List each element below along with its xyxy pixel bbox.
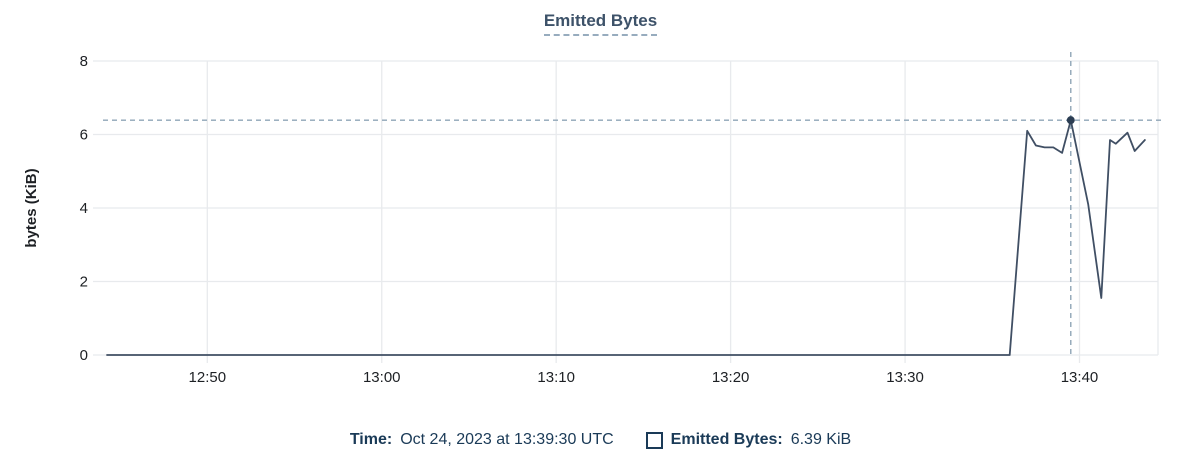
marker-dot[interactable] xyxy=(1066,116,1075,125)
y-tick-label: 2 xyxy=(80,274,88,291)
y-tick-label: 0 xyxy=(80,347,88,364)
y-tick-label: 4 xyxy=(80,200,88,217)
x-tick-label: 13:10 xyxy=(537,369,575,386)
x-tick-label: 13:40 xyxy=(1061,369,1099,386)
time-value: Oct 24, 2023 at 13:39:30 UTC xyxy=(400,431,614,448)
legend-label: Emitted Bytes: xyxy=(670,431,783,448)
y-tick-label: 8 xyxy=(80,53,88,70)
time-label: Time: xyxy=(349,431,393,448)
line-chart[interactable]: 0 2 4 6 8 12:50 13:00 13:10 13:20 13:30 13:40 bytes… xyxy=(0,0,1201,415)
legend-value: 6.39 KiB xyxy=(790,431,852,448)
legend-checkbox[interactable] xyxy=(645,431,663,449)
chart-header: Emitted Bytes xyxy=(0,11,1201,36)
y-tick-label: 6 xyxy=(80,127,88,144)
x-tick-label: 13:30 xyxy=(886,369,924,386)
legend-item-emitted-bytes[interactable]: Emitted Bytes: 6.39 KiB xyxy=(645,429,852,451)
chart-title[interactable]: Emitted Bytes xyxy=(543,11,658,36)
x-tick-label: 12:50 xyxy=(189,369,227,386)
chart-footer: Time: Oct 24, 2023 at 13:39:30 UTC Emitt… xyxy=(0,429,1201,451)
y-axis-label: bytes (KiB) xyxy=(23,168,40,247)
data-line-emitted-bytes xyxy=(106,119,1146,356)
x-tick-label: 13:20 xyxy=(712,369,750,386)
x-tick-label: 13:00 xyxy=(363,369,401,386)
